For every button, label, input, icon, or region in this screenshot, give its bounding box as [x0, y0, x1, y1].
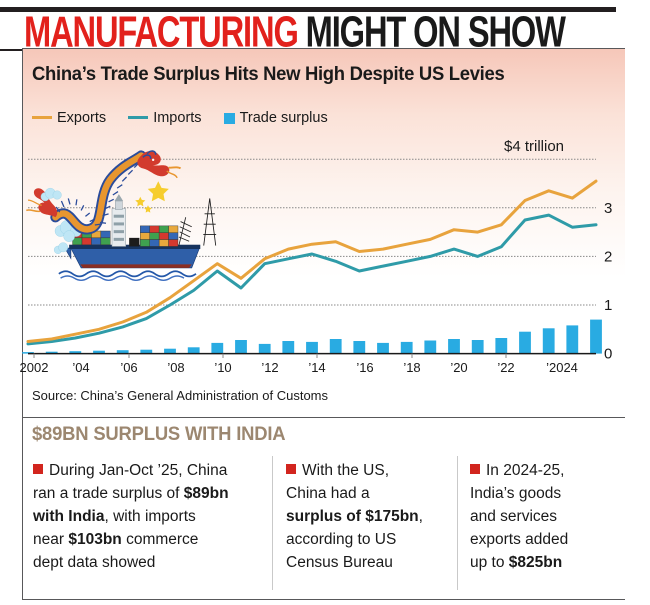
svg-text:’10: ’10 — [214, 360, 231, 375]
svg-text:’22: ’22 — [497, 360, 514, 375]
svg-text:’16: ’16 — [356, 360, 373, 375]
svg-text:’18: ’18 — [403, 360, 420, 375]
svg-text:’14: ’14 — [308, 360, 325, 375]
svg-text:’06: ’06 — [120, 360, 137, 375]
svg-text:’12: ’12 — [261, 360, 278, 375]
svg-text:1: 1 — [604, 297, 612, 314]
svg-text:2: 2 — [604, 248, 612, 265]
svg-text:’2024: ’2024 — [546, 360, 578, 375]
svg-text:$4 trillion: $4 trillion — [504, 138, 564, 155]
svg-text:’20: ’20 — [450, 360, 467, 375]
svg-text:0: 0 — [604, 346, 612, 363]
svg-text:’04: ’04 — [72, 360, 89, 375]
svg-text:3: 3 — [604, 200, 612, 217]
svg-text:2002: 2002 — [20, 360, 49, 375]
svg-text:’08: ’08 — [167, 360, 184, 375]
